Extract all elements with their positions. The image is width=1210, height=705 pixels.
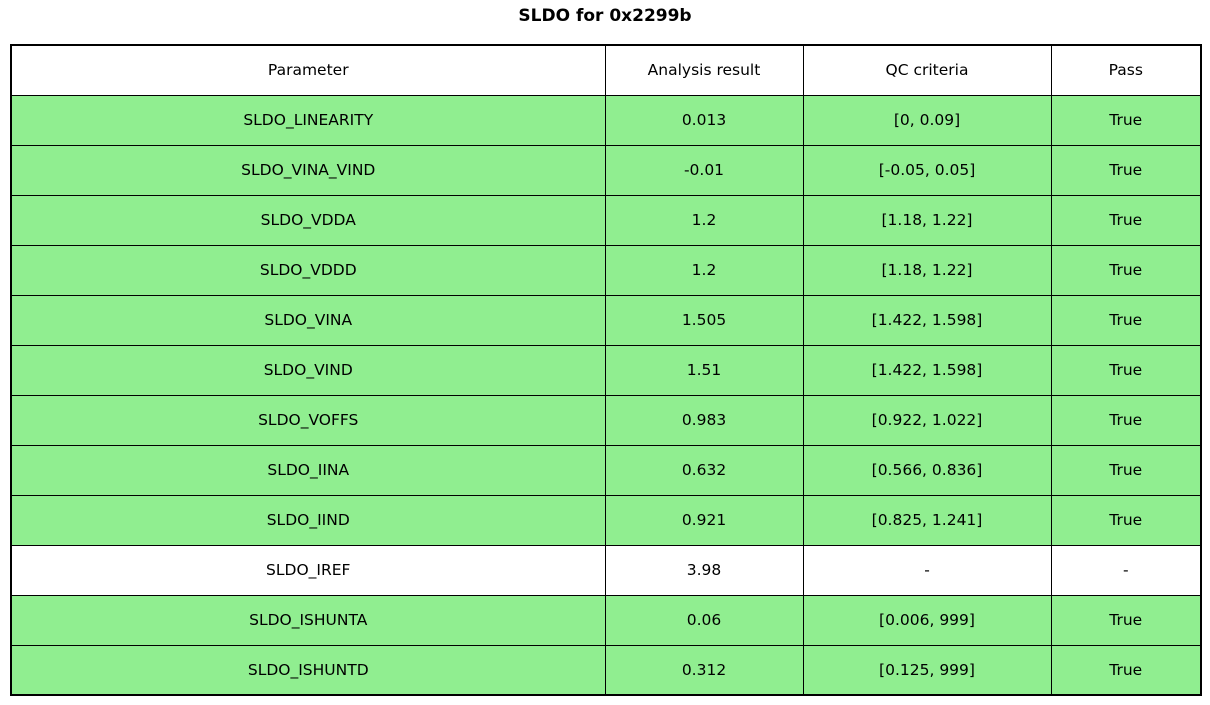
analysis-result-cell: 3.98	[604, 544, 804, 596]
qc-criteria-cell: [0.125, 999]	[802, 644, 1052, 696]
pass-cell: -	[1050, 544, 1202, 596]
table-header: Parameter Analysis result QC criteria Pa…	[10, 44, 1202, 96]
analysis-result-cell: 0.983	[604, 394, 804, 446]
parameter-cell: SLDO_LINEARITY	[10, 94, 606, 146]
parameter-cell: SLDO_IREF	[10, 544, 606, 596]
pass-cell: True	[1050, 394, 1202, 446]
pass-cell: True	[1050, 244, 1202, 296]
table-row: SLDO_IREF 3.98- -	[10, 544, 1202, 596]
qc-criteria-cell: -	[802, 544, 1052, 596]
qc-criteria-cell: [1.422, 1.598]	[802, 294, 1052, 346]
analysis-result-cell: 1.2	[604, 194, 804, 246]
column-header-parameter: Parameter	[10, 44, 606, 96]
pass-cell: True	[1050, 444, 1202, 496]
table-row: SLDO_VINA_VIND -0.01 [-0.05, 0.05] True	[10, 144, 1202, 196]
parameter-cell: SLDO_IINA	[10, 444, 606, 496]
parameter-cell: SLDO_VINA	[10, 294, 606, 346]
analysis-result-cell: 1.51	[604, 344, 804, 396]
column-header-analysis-result: Analysis result	[604, 44, 804, 96]
page-title: SLDO for 0x2299b	[518, 6, 692, 26]
analysis-result-cell: -0.01	[604, 144, 804, 196]
pass-cell: True	[1050, 644, 1202, 696]
analysis-result-cell: 0.632	[604, 444, 804, 496]
qc-results-table: Parameter Analysis result QC criteria Pa…	[10, 44, 1202, 696]
qc-criteria-cell: [1.18, 1.22]	[802, 244, 1052, 296]
parameter-cell: SLDO_VOFFS	[10, 394, 606, 446]
pass-cell: True	[1050, 94, 1202, 146]
qc-criteria-cell: [0, 0.09]	[802, 94, 1052, 146]
parameter-cell: SLDO_VDDA	[10, 194, 606, 246]
qc-criteria-cell: [0.006, 999]	[802, 594, 1052, 646]
table-row: SLDO_ISHUNTD 0.312 [0.125, 999] True	[10, 644, 1202, 696]
analysis-result-cell: 0.312	[604, 644, 804, 696]
pass-cell: True	[1050, 344, 1202, 396]
analysis-result-cell: 0.921	[604, 494, 804, 546]
table-row: SLDO_VDDA 1.2 [1.18, 1.22] True	[10, 194, 1202, 246]
parameter-cell: SLDO_ISHUNTA	[10, 594, 606, 646]
column-header-pass: Pass	[1050, 44, 1202, 96]
column-header-qc-criteria: QC criteria	[802, 44, 1052, 96]
qc-criteria-cell: [0.922, 1.022]	[802, 394, 1052, 446]
qc-criteria-cell: [1.18, 1.22]	[802, 194, 1052, 246]
pass-cell: True	[1050, 194, 1202, 246]
parameter-cell: SLDO_VIND	[10, 344, 606, 396]
table-header-row: Parameter Analysis result QC criteria Pa…	[10, 44, 1202, 96]
qc-criteria-cell: [-0.05, 0.05]	[802, 144, 1052, 196]
parameter-cell: SLDO_IIND	[10, 494, 606, 546]
qc-criteria-cell: [0.825, 1.241]	[802, 494, 1052, 546]
analysis-result-cell: 1.505	[604, 294, 804, 346]
table-row: SLDO_IIND 0.921 [0.825, 1.241] True	[10, 494, 1202, 546]
qc-criteria-cell: [1.422, 1.598]	[802, 344, 1052, 396]
parameter-cell: SLDO_ISHUNTD	[10, 644, 606, 696]
table-row: SLDO_VOFFS 0.983 [0.922, 1.022] True	[10, 394, 1202, 446]
table-row: SLDO_IINA 0.632 [0.566, 0.836] True	[10, 444, 1202, 496]
table-body: SLDO_LINEARITY 0.013 [0, 0.09] True SLDO_VIN…	[10, 94, 1202, 696]
pass-cell: True	[1050, 144, 1202, 196]
analysis-result-cell: 0.06	[604, 594, 804, 646]
pass-cell: True	[1050, 594, 1202, 646]
table-row: SLDO_VINA 1.505 [1.422, 1.598] True	[10, 294, 1202, 346]
parameter-cell: SLDO_VINA_VIND	[10, 144, 606, 196]
qc-criteria-cell: [0.566, 0.836]	[802, 444, 1052, 496]
pass-cell: True	[1050, 294, 1202, 346]
table-row: SLDO_VIND 1.51 [1.422, 1.598] True	[10, 344, 1202, 396]
pass-cell: True	[1050, 494, 1202, 546]
analysis-result-cell: 1.2	[604, 244, 804, 296]
table-row: SLDO_LINEARITY 0.013 [0, 0.09] True	[10, 94, 1202, 146]
table-row: SLDO_VDDD 1.2 [1.18, 1.22] True	[10, 244, 1202, 296]
parameter-cell: SLDO_VDDD	[10, 244, 606, 296]
table-row: SLDO_ISHUNTA 0.06 [0.006, 999] True	[10, 594, 1202, 646]
analysis-result-cell: 0.013	[604, 94, 804, 146]
